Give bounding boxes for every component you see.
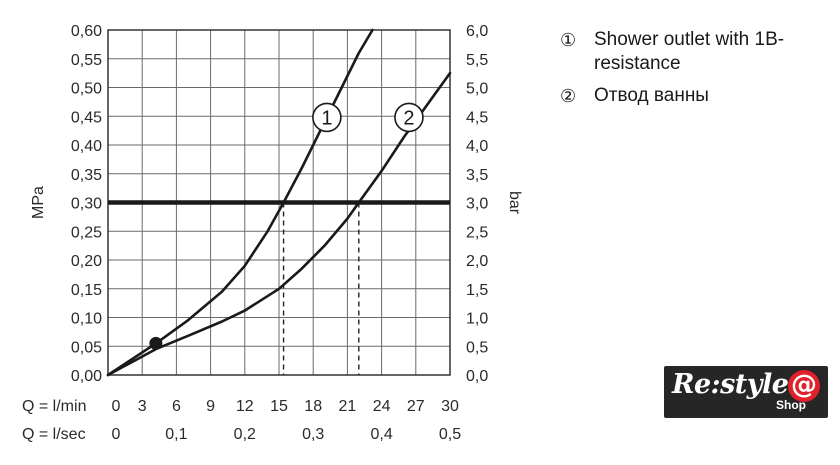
x-row1-tick-label: 12 bbox=[236, 398, 254, 415]
start-point-marker bbox=[149, 336, 163, 350]
y-left-tick-label: 0,55 bbox=[71, 52, 102, 69]
y-left-tick-label: 0,40 bbox=[71, 138, 102, 155]
y-right-tick-label: 1,5 bbox=[466, 282, 488, 299]
legend-item-1: ① Shower outlet with 1B-resistance bbox=[560, 28, 830, 76]
y-left-tick-label: 0,10 bbox=[71, 311, 102, 328]
y-left-tick-label: 0,00 bbox=[71, 368, 102, 385]
x-row1-tick-label: 6 bbox=[172, 398, 181, 415]
at-sign-icon: @ bbox=[788, 370, 820, 402]
y-left-tick-label: 0,45 bbox=[71, 109, 102, 126]
x-row1-tick-label: 24 bbox=[373, 398, 391, 415]
y-right-tick-label: 4,5 bbox=[466, 109, 488, 126]
legend-item-2: ② Отвод ванны bbox=[560, 84, 830, 108]
curve-2 bbox=[106, 71, 452, 377]
x-row2-tick-label: 0,5 bbox=[439, 426, 461, 443]
y-left-tick-label: 0,35 bbox=[71, 167, 102, 184]
x-row1-tick-label: 0 bbox=[112, 398, 121, 415]
restyle-shop-logo: Re:style @ Shop bbox=[664, 366, 828, 418]
y-right-tick-label: 0,5 bbox=[466, 339, 488, 356]
legend-text-1: Shower outlet with 1B-resistance bbox=[594, 29, 785, 74]
x-row1-tick-label: 21 bbox=[339, 398, 357, 415]
chart-legend: ① Shower outlet with 1B-resistance ② Отв… bbox=[560, 28, 830, 116]
y-right-tick-label: 1,0 bbox=[466, 311, 488, 328]
legend-text-2: Отвод ванны bbox=[594, 85, 709, 106]
x-row2-axis-label: Q = l/sec bbox=[22, 426, 86, 443]
logo-subtext: Shop bbox=[776, 398, 806, 412]
y-right-tick-label: 5,0 bbox=[466, 81, 488, 98]
y-right-axis-label: bar bbox=[506, 191, 523, 215]
x-row2-tick-label: 0,3 bbox=[302, 426, 324, 443]
legend-number-2: ② bbox=[560, 86, 577, 106]
x-row2-tick-label: 0 bbox=[112, 426, 121, 443]
y-right-tick-label: 2,5 bbox=[466, 224, 488, 241]
curve-label-1: 1 bbox=[321, 107, 332, 129]
pressure-flow-chart: 1 20,000,050,100,150,200,250,300,350,400,… bbox=[22, 23, 523, 443]
y-right-tick-label: 3,5 bbox=[466, 167, 488, 184]
x-row1-tick-label: 30 bbox=[441, 398, 459, 415]
x-row1-tick-label: 18 bbox=[304, 398, 322, 415]
y-left-tick-label: 0,25 bbox=[71, 224, 102, 241]
y-right-tick-label: 5,5 bbox=[466, 52, 488, 69]
y-left-tick-label: 0,60 bbox=[71, 23, 102, 40]
x-row2-tick-label: 0,4 bbox=[370, 426, 392, 443]
y-left-tick-label: 0,20 bbox=[71, 253, 102, 270]
x-row2-tick-label: 0,2 bbox=[234, 426, 256, 443]
y-left-tick-label: 0,05 bbox=[71, 339, 102, 356]
y-right-tick-label: 0,0 bbox=[466, 368, 488, 385]
y-right-tick-label: 3,0 bbox=[466, 196, 488, 213]
logo-text: Re:style bbox=[672, 369, 789, 400]
legend-number-1: ① bbox=[560, 30, 577, 50]
curve-label-2: 2 bbox=[403, 107, 414, 129]
y-left-axis-label: MPa bbox=[30, 186, 47, 219]
x-row1-axis-label: Q = l/min bbox=[22, 398, 86, 415]
x-row1-tick-label: 9 bbox=[206, 398, 215, 415]
y-left-tick-label: 0,30 bbox=[71, 196, 102, 213]
y-left-tick-label: 0,15 bbox=[71, 282, 102, 299]
y-left-tick-label: 0,50 bbox=[71, 81, 102, 98]
curve-label-circle-2 bbox=[394, 102, 424, 133]
x-row1-tick-label: 15 bbox=[270, 398, 288, 415]
x-row1-tick-label: 3 bbox=[138, 398, 147, 415]
x-row2-tick-label: 0,1 bbox=[165, 426, 187, 443]
y-right-tick-label: 6,0 bbox=[466, 23, 488, 40]
curve-1 bbox=[106, 28, 374, 377]
x-row1-tick-label: 27 bbox=[407, 398, 425, 415]
y-right-tick-label: 2,0 bbox=[466, 253, 488, 270]
curve-label-circle-1 bbox=[312, 102, 342, 133]
y-right-tick-label: 4,0 bbox=[466, 138, 488, 155]
